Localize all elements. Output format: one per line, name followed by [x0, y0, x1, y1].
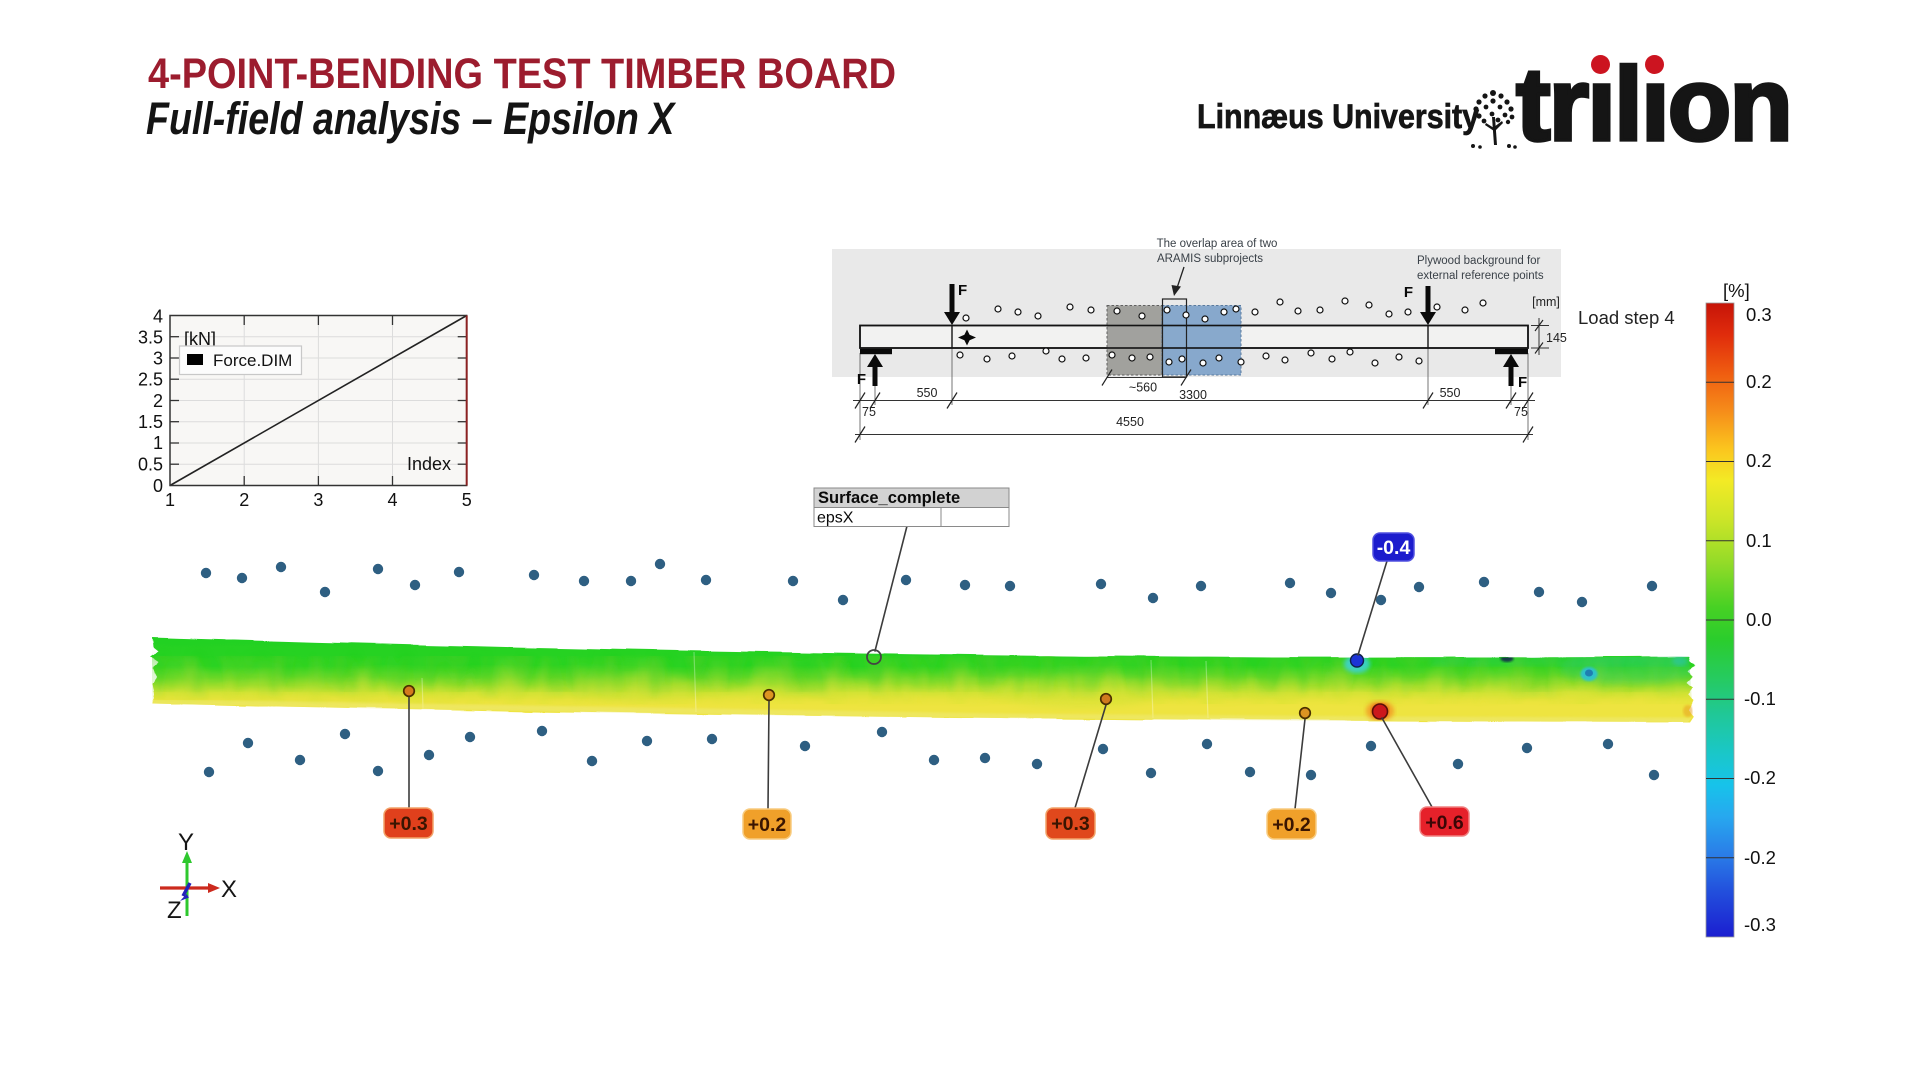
svg-text:5: 5 [462, 490, 472, 510]
svg-text:1.5: 1.5 [138, 412, 163, 432]
svg-text:0.0: 0.0 [1746, 609, 1772, 630]
svg-text:external reference points: external reference points [1417, 270, 1544, 282]
svg-text:ARAMIS subprojects: ARAMIS subprojects [1157, 253, 1263, 265]
svg-text:75: 75 [1514, 405, 1528, 419]
svg-text:+0.2: +0.2 [1272, 814, 1311, 836]
svg-text:[kN]: [kN] [184, 329, 216, 349]
svg-text:+0.2: +0.2 [748, 814, 787, 836]
svg-text:2: 2 [239, 490, 249, 510]
svg-text:2.5: 2.5 [138, 370, 163, 390]
svg-text:+0.3: +0.3 [389, 813, 428, 835]
svg-text:1: 1 [153, 433, 163, 453]
svg-text:[mm]: [mm] [1532, 295, 1560, 309]
svg-text:~560: ~560 [1129, 381, 1157, 395]
svg-text:Y: Y [178, 829, 194, 856]
svg-text:F: F [1404, 284, 1413, 301]
svg-text:4: 4 [153, 307, 163, 327]
svg-text:F: F [958, 282, 967, 299]
svg-text:1: 1 [165, 490, 175, 510]
svg-text:Load step 4: Load step 4 [1578, 307, 1675, 328]
svg-text:Index: Index [407, 454, 451, 474]
svg-text:550: 550 [917, 386, 938, 400]
svg-text:Surface_complete: Surface_complete [818, 489, 960, 507]
svg-text:+0.6: +0.6 [1425, 812, 1464, 834]
svg-text:Force.DIM: Force.DIM [213, 351, 292, 370]
svg-text:3: 3 [153, 349, 163, 369]
svg-text:[%]: [%] [1723, 280, 1750, 301]
svg-text:4550: 4550 [1116, 415, 1144, 429]
svg-text:X: X [221, 876, 237, 903]
svg-text:0: 0 [153, 476, 163, 496]
svg-text:-0.2: -0.2 [1744, 767, 1776, 788]
svg-text:2: 2 [153, 391, 163, 411]
svg-text:-0.4: -0.4 [1377, 537, 1411, 559]
svg-text:F: F [1518, 374, 1527, 391]
svg-text:3300: 3300 [1179, 388, 1207, 402]
svg-text:75: 75 [862, 405, 876, 419]
svg-text:0.2: 0.2 [1746, 450, 1772, 471]
svg-text:-0.3: -0.3 [1744, 914, 1776, 935]
svg-text:550: 550 [1440, 386, 1461, 400]
svg-text:0.1: 0.1 [1746, 530, 1772, 551]
svg-text:F: F [857, 371, 866, 388]
svg-text:3: 3 [313, 490, 323, 510]
svg-text:0.5: 0.5 [138, 455, 163, 475]
svg-text:+0.3: +0.3 [1051, 813, 1090, 835]
svg-text:-0.1: -0.1 [1744, 688, 1776, 709]
svg-text:The overlap area of two: The overlap area of two [1157, 238, 1278, 250]
svg-text:4: 4 [387, 490, 397, 510]
svg-text:-0.2: -0.2 [1744, 847, 1776, 868]
svg-text:epsX: epsX [817, 510, 854, 527]
svg-text:3.5: 3.5 [138, 328, 163, 348]
svg-text:Z: Z [167, 897, 182, 924]
svg-text:Plywood background for: Plywood background for [1417, 255, 1541, 267]
svg-text:0.3: 0.3 [1746, 304, 1772, 325]
svg-text:0.2: 0.2 [1746, 371, 1772, 392]
svg-text:145: 145 [1546, 331, 1567, 345]
